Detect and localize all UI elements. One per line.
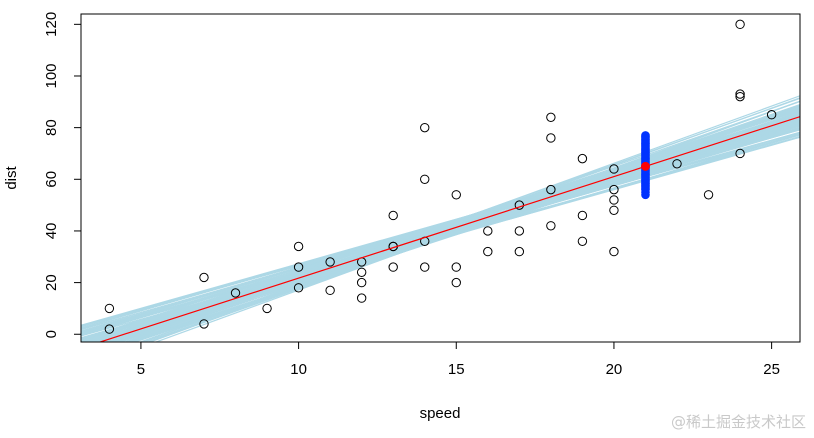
plot-frame [80,13,801,343]
fit-line-group [98,116,800,342]
data-point [356,293,367,303]
data-point [766,110,777,120]
bootstrap-line [110,103,800,342]
data-point [735,89,745,99]
data-point [609,205,619,215]
watermark: @稀土掘金技术社区 [670,413,806,431]
x-axis: 5 10 15 20 25 [137,342,780,378]
data-point [451,262,461,272]
data-point [577,153,588,164]
data-point [546,112,556,123]
data-point [514,226,525,236]
data-point [325,285,335,296]
x-tick-label: 10 [290,361,307,378]
data-point [672,159,682,169]
data-point [483,226,493,236]
x-tick-label: 20 [606,361,623,378]
y-tick-label: 0 [43,330,60,338]
y-tick-label: 100 [43,63,60,88]
data-point [230,288,241,298]
bootstrap-line [130,115,800,342]
data-point [514,246,525,257]
bootstrap-line [81,132,800,335]
data-point [546,184,556,195]
data-point [735,19,745,30]
data-point [577,236,588,246]
data-point [199,319,209,329]
data-point [356,267,367,277]
data-point [703,190,714,200]
data-point [735,91,745,102]
y-tick-label: 80 [43,119,60,136]
data-point [388,210,398,221]
bootstrap-line [125,100,800,342]
data-point [104,324,115,334]
x-axis-title: speed [420,405,461,422]
bootstrap-line [96,106,800,342]
data-point [609,195,619,205]
data-point [420,262,430,272]
y-axis: 0 20 40 60 80 100 120 [43,12,81,338]
data-point [609,246,619,257]
bootstrap-line [118,113,800,342]
data-point [546,221,556,231]
data-point [199,272,209,283]
data-point [104,303,115,314]
data-point [293,283,304,293]
data-point [420,174,430,184]
data-point [262,303,272,314]
x-tick-label: 5 [137,361,145,378]
bootstrap-line [111,124,800,342]
bootstrap-line [81,109,800,340]
fit-line [98,116,800,342]
y-tick-label: 120 [43,12,60,37]
data-point [293,262,304,272]
data-point [609,184,619,195]
prediction-sample [641,131,650,140]
data-point [735,148,745,159]
data-point [325,257,335,267]
data-point [451,277,461,288]
y-axis-title: dist [3,165,20,189]
y-tick-label: 40 [43,223,60,240]
data-point [577,210,588,221]
data-point [546,133,556,143]
data-point [388,262,398,272]
data-points [104,19,777,334]
predicted-point [640,161,650,171]
x-tick-label: 25 [763,361,780,378]
y-tick-label: 20 [43,274,60,291]
prediction-group [640,131,650,200]
x-tick-label: 15 [448,361,465,378]
data-point [420,122,430,133]
data-point [451,190,461,200]
data-point [483,246,493,257]
data-point [609,164,619,174]
y-tick-label: 60 [43,171,60,188]
data-point [356,277,367,288]
data-point [293,241,304,252]
